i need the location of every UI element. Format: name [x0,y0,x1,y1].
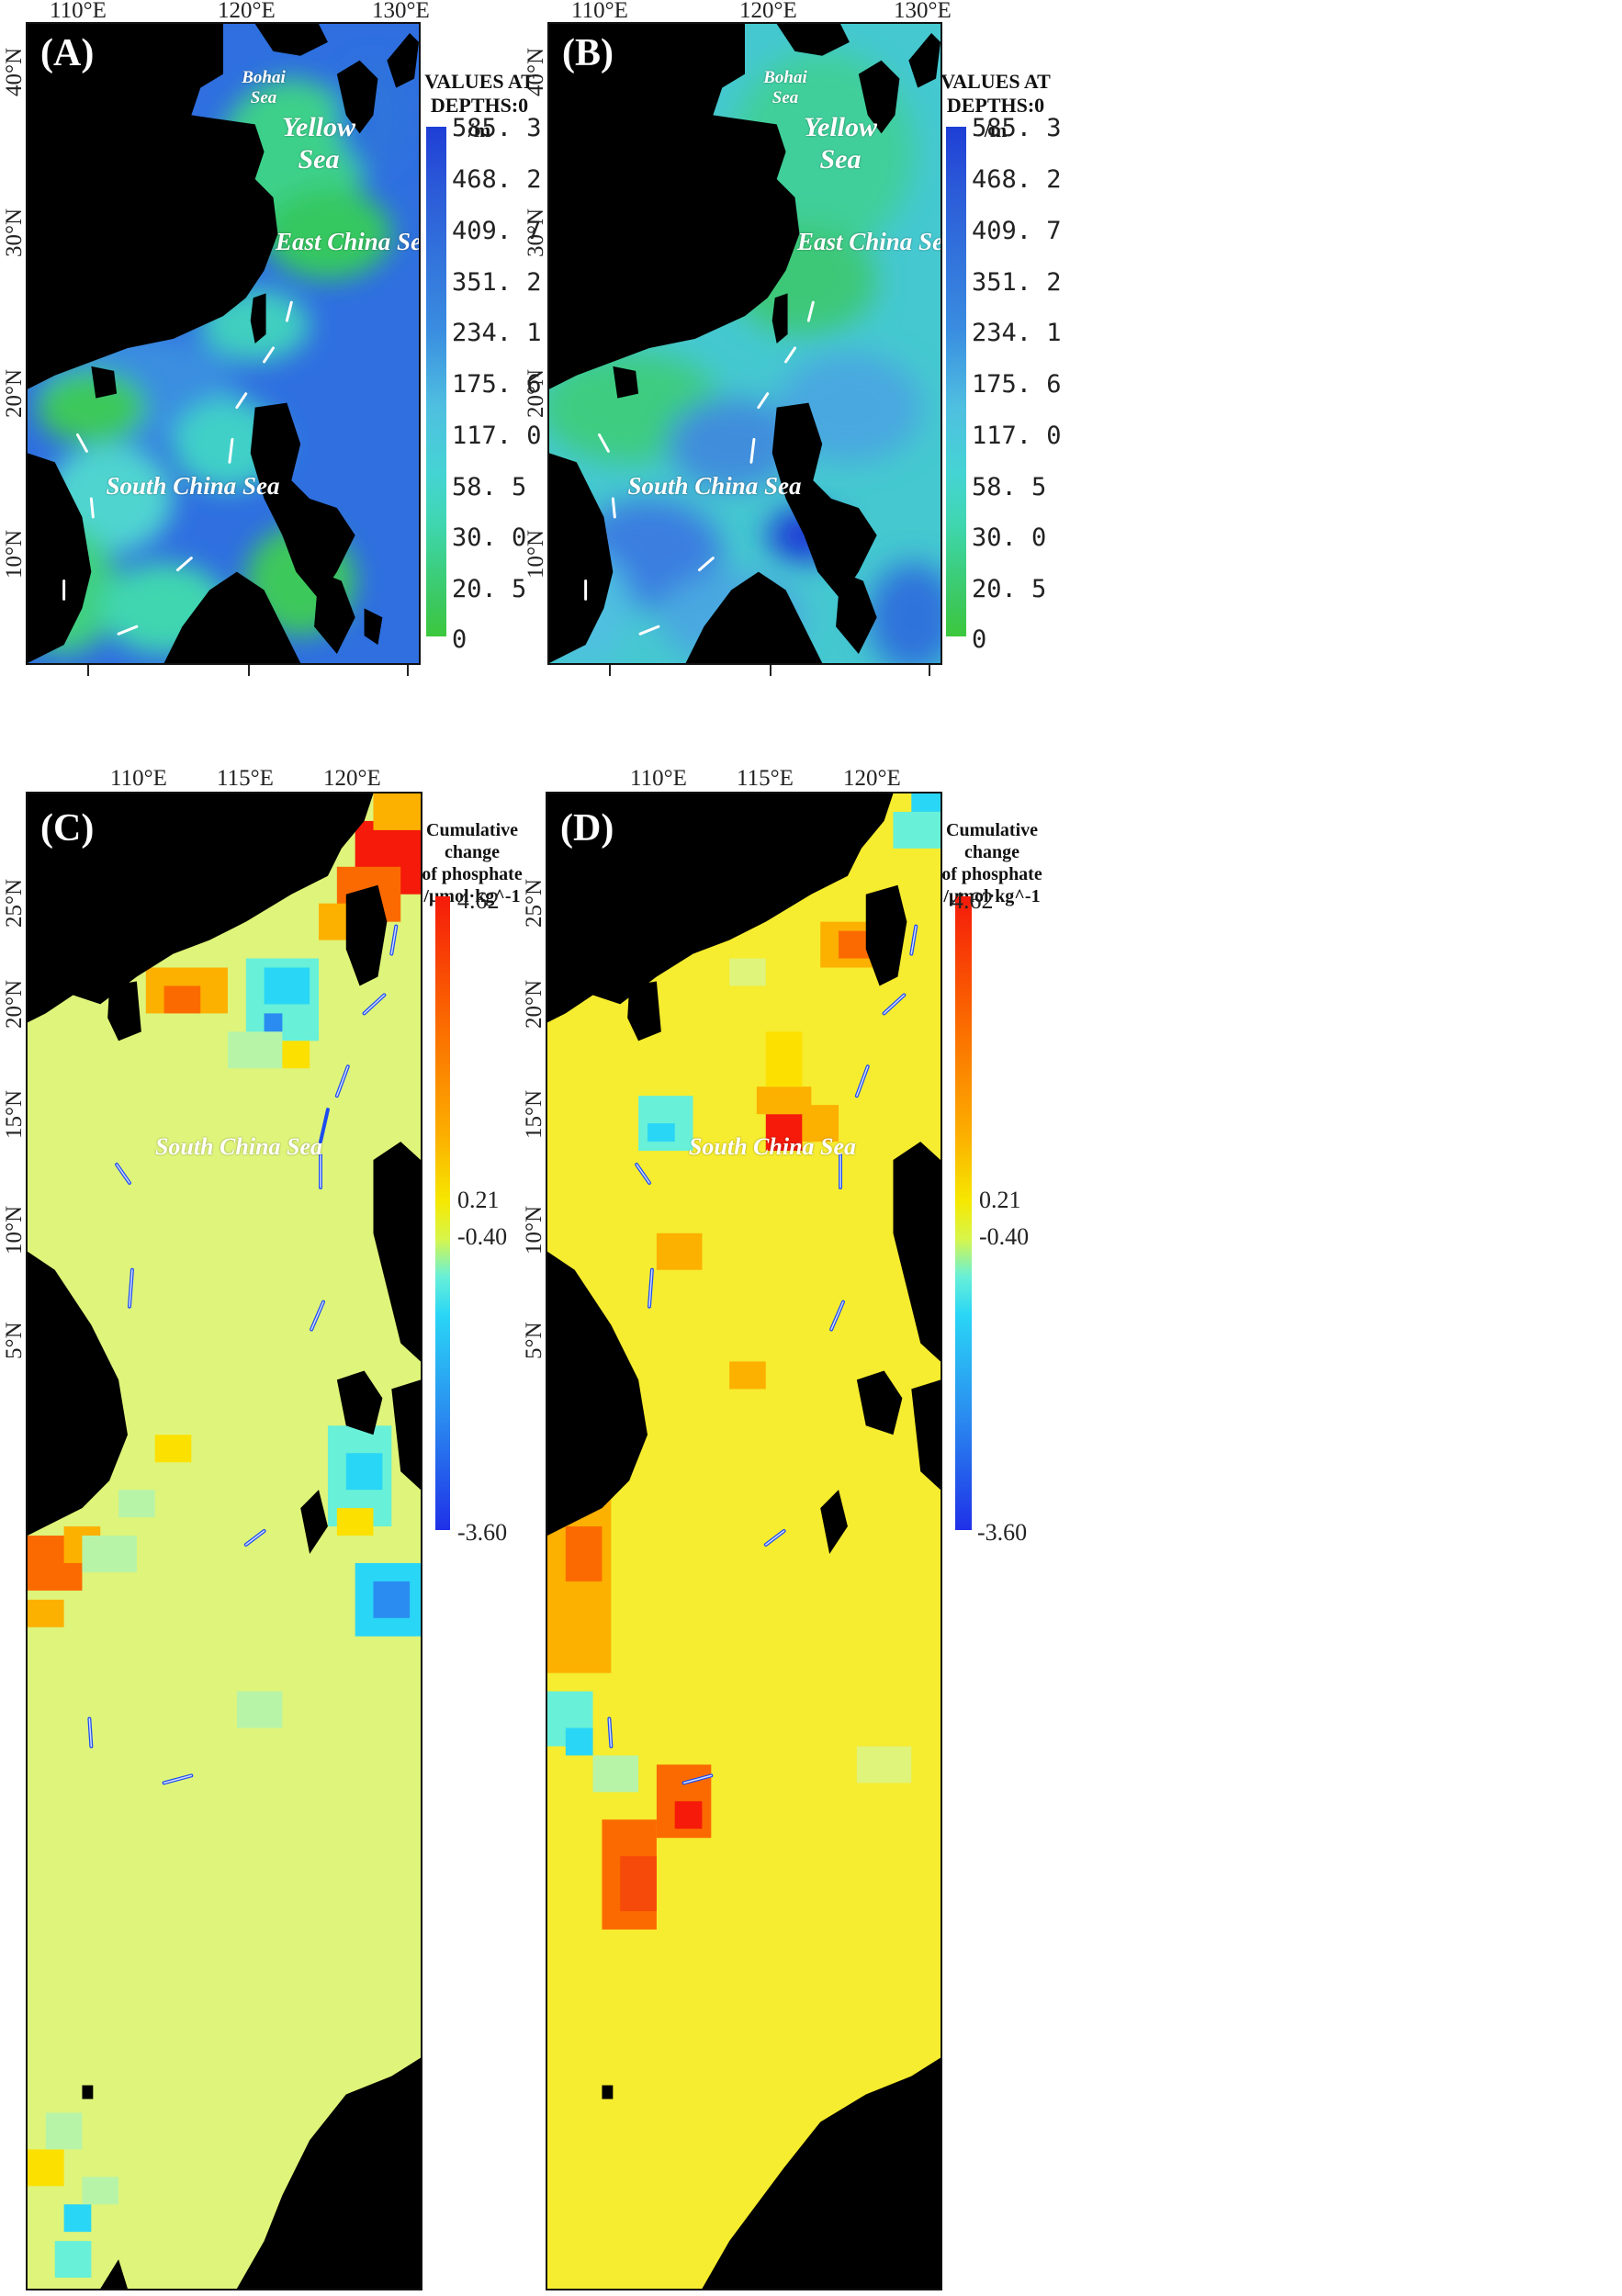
lat-tick-label: 20°N [524,368,548,418]
tick-mark [770,665,772,676]
lon-tick-label: 110°E [50,0,107,23]
legend-title-b: VALUES AT DEPTHS:0 /m [941,70,1051,141]
lon-tick-label: 110°E [630,766,687,791]
legend-value: 4.62 [952,887,994,914]
map-d: (D) South China Sea [546,792,942,2290]
lat-tick-label: 25°N [2,878,27,928]
map-d-graphic [547,793,941,2289]
legend-value: 0.21 [979,1187,1021,1213]
east-china-sea-label: East China Sea [276,228,421,255]
legend-value: 0 [972,625,987,654]
legend-value: 4.62 [457,887,500,914]
legend-value: 58. 5 [452,473,527,501]
lon-tick-label: 120°E [218,0,276,23]
legend-value: 20. 5 [972,575,1047,603]
tick-mark [87,665,89,676]
lat-tick-label: 20°N [2,368,27,418]
lat-tick-label: 40°N [524,47,548,96]
legend-value: -0.40 [979,1223,1030,1250]
legend-title-a: VALUES AT DEPTHS:0 /m [424,70,535,141]
legend-value: 175. 6 [972,370,1062,399]
map-c-graphic [28,793,421,2289]
legend-value: 0.21 [457,1187,500,1213]
yellow-sea-label: Yellow Sea [804,112,877,174]
map-b: (B) Bohai Sea Yellow Sea East China Sea … [547,22,942,665]
legend-title-d: Cumulative change of phosphate /μmol·kg^… [941,820,1042,906]
south-china-sea-label: South China Sea [627,472,802,500]
lon-tick-label: 120°E [843,766,901,791]
legend-colorbar-b [946,127,966,636]
legend-value: 30. 0 [972,523,1047,552]
lon-tick-label: 110°E [110,766,167,791]
legend-value: 468. 2 [972,165,1062,194]
legend-value: 409. 7 [972,217,1062,245]
legend-value: 351. 2 [452,268,542,297]
lat-tick-label: 5°N [522,1322,546,1359]
lat-tick-label: 10°N [2,1205,27,1255]
lat-tick-label: 25°N [522,878,546,928]
legend-value: -3.60 [457,1519,508,1546]
panel-label-b: (B) [562,32,614,74]
tick-mark [929,665,930,676]
lat-tick-label: 10°N [524,529,548,579]
legend-value: 20. 5 [452,575,527,603]
lat-tick-label: 20°N [2,979,27,1029]
lat-tick-label: 10°N [522,1205,546,1255]
legend-value: 585. 3 [452,114,542,142]
legend-value: 234. 1 [972,319,1062,347]
legend-value: 409. 7 [452,217,542,245]
south-china-sea-label: South China Sea [688,1133,857,1160]
legend-value: 58. 5 [972,473,1047,501]
legend-value: -3.60 [977,1519,1028,1546]
legend-value: 117. 0 [452,422,542,450]
lat-tick-label: 30°N [524,208,548,257]
panel-label-c: (C) [40,807,95,850]
panel-label-a: (A) [40,32,95,74]
panel-label-d: (D) [560,807,614,850]
tick-mark [609,665,611,676]
map-b-graphic [549,24,941,663]
lon-tick-label: 115°E [737,766,794,791]
tick-mark [407,665,409,676]
lat-tick-label: 15°N [2,1089,27,1139]
lat-tick-label: 30°N [2,208,27,257]
legend-colorbar-a [426,127,446,636]
legend-value: 175. 6 [452,370,542,399]
lat-tick-label: 10°N [2,529,27,579]
map-a-graphic [28,24,419,663]
legend-value: 351. 2 [972,268,1062,297]
legend-colorbar-d [955,896,972,1530]
lat-tick-label: 15°N [522,1089,546,1139]
south-china-sea-label: South China Sea [154,1133,323,1160]
legend-value: 0 [452,625,467,654]
yellow-sea-label: Yellow Sea [282,112,355,174]
legend-value: 117. 0 [972,422,1062,450]
map-c: (C) South China Sea [26,792,422,2290]
lon-tick-label: 120°E [739,0,797,23]
tick-mark [248,665,250,676]
lon-tick-label: 120°E [323,766,381,791]
lon-tick-label: 115°E [217,766,274,791]
south-china-sea-label: South China Sea [106,472,280,500]
lat-tick-label: 20°N [522,979,546,1029]
lon-tick-label: 130°E [894,0,952,23]
lat-tick-label: 5°N [2,1322,27,1359]
legend-colorbar-c [435,896,450,1530]
legend-value: 30. 0 [452,523,527,552]
legend-value: -0.40 [457,1223,508,1250]
lon-tick-label: 130°E [372,0,430,23]
legend-value: 585. 3 [972,114,1062,142]
map-a: (A) Bohai Sea Yellow Sea East China Sea … [26,22,421,665]
east-china-sea-label: East China Sea [797,228,942,255]
lat-tick-label: 40°N [2,47,27,96]
bohai-sea-label: Bohai Sea [242,68,286,107]
legend-value: 468. 2 [452,165,542,194]
lon-tick-label: 110°E [571,0,628,23]
legend-value: 234. 1 [452,319,542,347]
bohai-sea-label: Bohai Sea [763,68,807,107]
